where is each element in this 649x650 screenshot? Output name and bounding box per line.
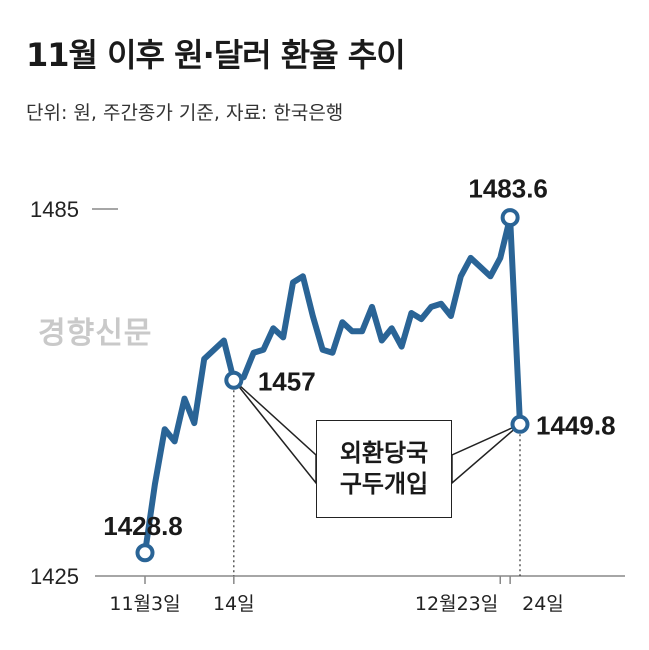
- data-label: 1483.6: [468, 174, 548, 204]
- series-line: [142, 214, 523, 556]
- data-point-marker: [510, 414, 530, 434]
- watermark-logo: 경향신문: [38, 316, 153, 351]
- data-label: 1457: [258, 366, 316, 396]
- data-point-marker: [500, 208, 520, 228]
- labels-layer: 1428.8 1457 1483.6 1449.8: [103, 174, 616, 563]
- y-tick-label: 1425: [30, 564, 79, 589]
- x-tick-label: 12월23일: [415, 593, 498, 615]
- x-tick-label: 14일: [213, 593, 255, 615]
- x-tick-label: 24일: [522, 593, 564, 615]
- axes: 1425 1485 11월3일 14일 12월23일 24일: [30, 197, 625, 615]
- chart-title: 11월 이후 원·달러 환율 추이: [26, 36, 406, 74]
- intervention-callout: 외환당국 구두개입: [316, 420, 452, 518]
- data-point-marker: [224, 370, 244, 390]
- data-label: 1428.8: [103, 511, 183, 541]
- y-tick-label: 1485: [30, 197, 79, 222]
- guide-lines: [233, 390, 521, 576]
- data-label: 1449.8: [536, 410, 616, 440]
- callout-pointer-right: [451, 423, 521, 485]
- series-layer: [142, 214, 523, 556]
- chart-subtitle: 단위: 원, 주간종가 기준, 자료: 한국은행: [26, 102, 344, 124]
- callout-line-1: 외환당국: [339, 438, 429, 467]
- callout-line-2: 구두개입: [339, 470, 429, 498]
- data-point-marker: [135, 543, 155, 563]
- x-tick-label: 11월3일: [109, 593, 180, 615]
